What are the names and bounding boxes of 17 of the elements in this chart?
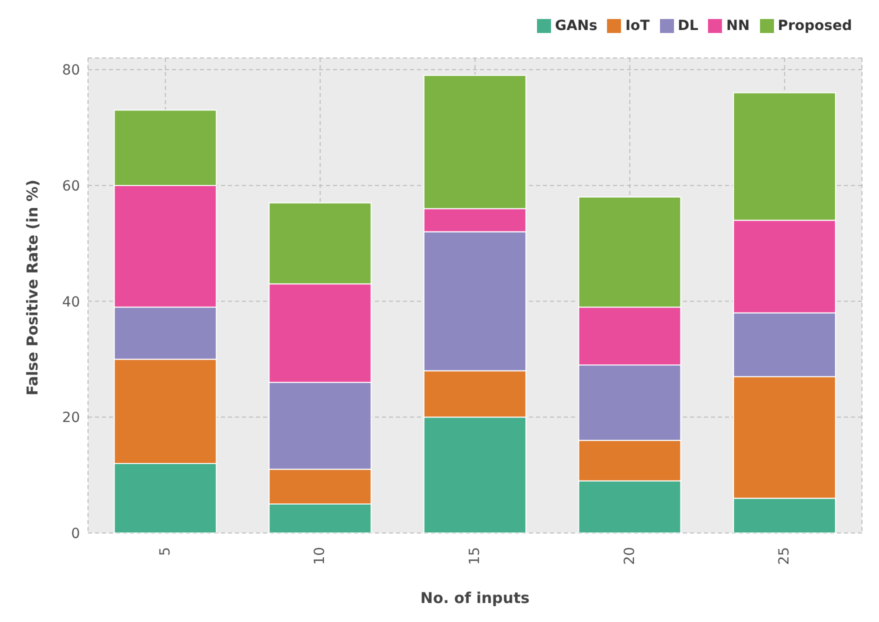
legend-label: DL: [678, 18, 698, 34]
x-axis-title: No. of inputs: [420, 589, 530, 607]
x-tick-label: 20: [622, 547, 638, 565]
y-tick-label: 0: [71, 526, 80, 542]
y-tick-label: 60: [62, 178, 80, 194]
legend-label: Proposed: [778, 18, 852, 34]
y-tick-label: 40: [62, 294, 80, 310]
x-tick-label: 15: [467, 547, 483, 565]
x-tick-label: 25: [776, 547, 793, 565]
x-tick-label: 5: [157, 547, 174, 556]
x-tick-label: 10: [312, 547, 328, 565]
y-tick-label: 80: [62, 62, 80, 79]
legend-label: GANs: [554, 18, 598, 34]
legend-label: NN: [726, 18, 750, 34]
legend-label: IoT: [625, 18, 650, 34]
y-axis-title: False Positive Rate (in %): [23, 180, 42, 396]
y-tick-label: 20: [62, 410, 80, 426]
